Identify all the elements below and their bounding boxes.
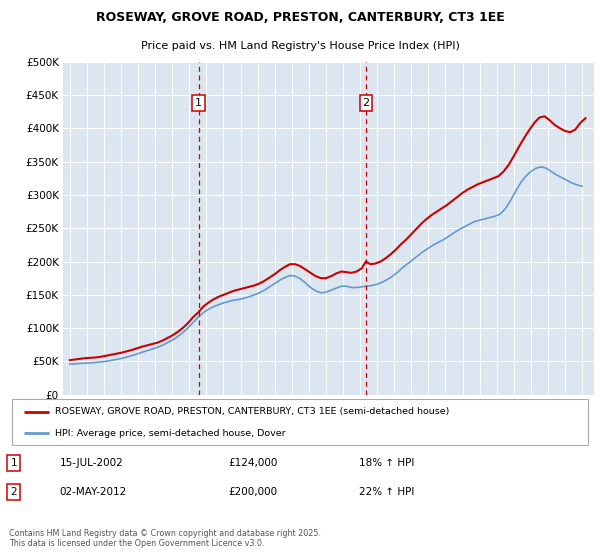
Text: 2: 2 [10, 487, 17, 497]
Text: Contains HM Land Registry data © Crown copyright and database right 2025.
This d: Contains HM Land Registry data © Crown c… [9, 529, 321, 548]
Text: 22% ↑ HPI: 22% ↑ HPI [359, 487, 415, 497]
Text: 18% ↑ HPI: 18% ↑ HPI [359, 458, 415, 468]
Text: 1: 1 [10, 458, 17, 468]
FancyBboxPatch shape [12, 399, 588, 445]
Text: 02-MAY-2012: 02-MAY-2012 [59, 487, 127, 497]
Text: Price paid vs. HM Land Registry's House Price Index (HPI): Price paid vs. HM Land Registry's House … [140, 41, 460, 51]
Text: 2: 2 [362, 98, 370, 108]
Text: £200,000: £200,000 [229, 487, 278, 497]
Text: HPI: Average price, semi-detached house, Dover: HPI: Average price, semi-detached house,… [55, 428, 286, 437]
Text: ROSEWAY, GROVE ROAD, PRESTON, CANTERBURY, CT3 1EE: ROSEWAY, GROVE ROAD, PRESTON, CANTERBURY… [95, 11, 505, 24]
Text: £124,000: £124,000 [229, 458, 278, 468]
Text: 15-JUL-2002: 15-JUL-2002 [59, 458, 123, 468]
Text: 1: 1 [195, 98, 202, 108]
Text: ROSEWAY, GROVE ROAD, PRESTON, CANTERBURY, CT3 1EE (semi-detached house): ROSEWAY, GROVE ROAD, PRESTON, CANTERBURY… [55, 407, 449, 416]
